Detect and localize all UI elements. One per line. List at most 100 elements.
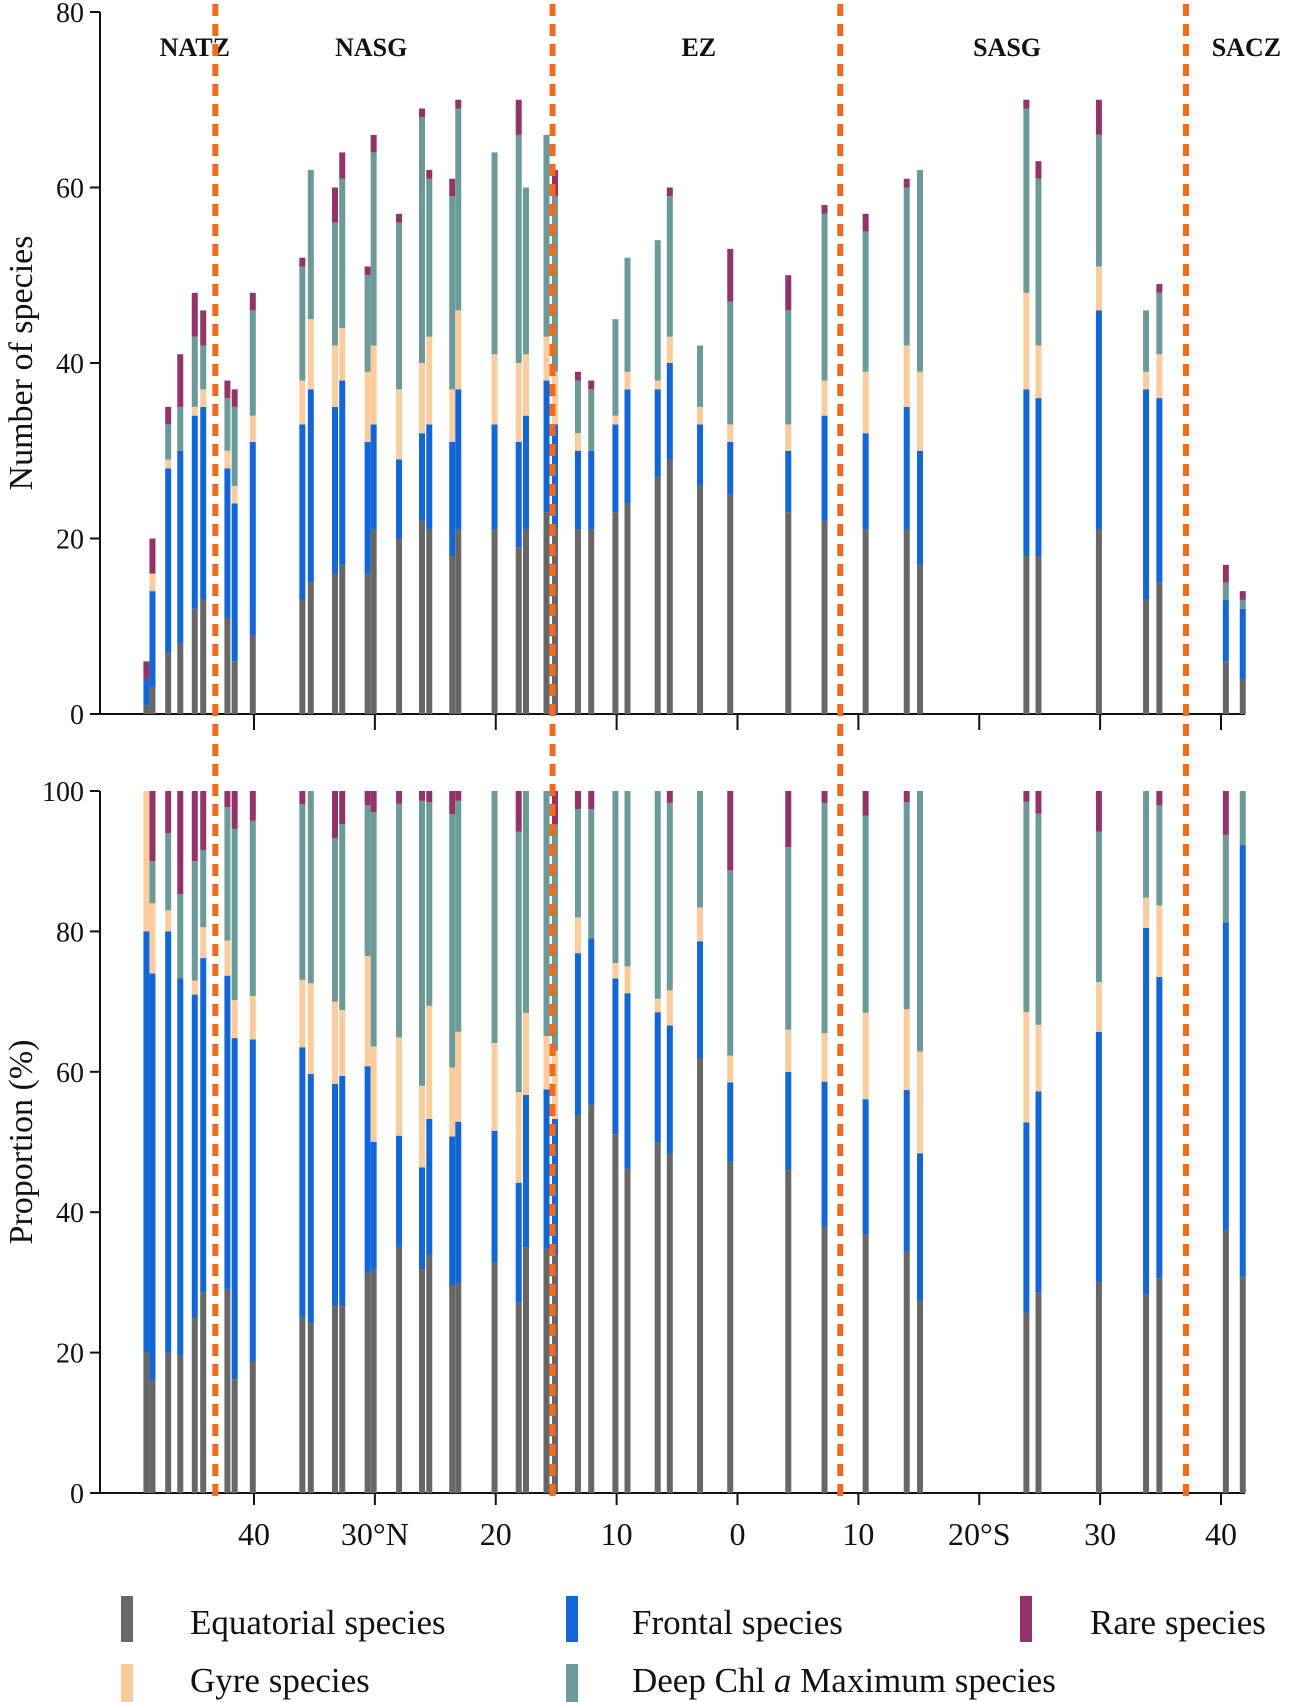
bottom-y-axis-label: Proportion (%) [3, 1040, 40, 1245]
top-bar-gyre [165, 459, 172, 469]
top-bar-rare [551, 169, 558, 197]
bottom-bar-dcm [299, 804, 306, 980]
top-bar-equatorial [200, 599, 207, 714]
top-bar-gyre [455, 310, 462, 390]
bottom-bar-frontal [697, 941, 704, 1059]
legend-label-dcm-tail: Maximum species [791, 1661, 1055, 1700]
top-bar-dcm [177, 406, 184, 451]
bottom-bar-equatorial [821, 1226, 828, 1493]
bottom-bar-frontal [1143, 927, 1150, 1295]
bottom-bar-equatorial [149, 1380, 156, 1493]
bottom-bar-rare [331, 791, 338, 839]
top-bar-equatorial [1035, 556, 1042, 714]
bottom-bar-dcm [149, 861, 156, 904]
top-bar-gyre [522, 354, 529, 416]
bottom-bar-gyre [143, 791, 150, 932]
top-bar-equatorial [224, 617, 231, 714]
top-bar-gyre [1095, 266, 1102, 311]
bottom-bar-dcm [903, 802, 910, 1010]
top-bar-equatorial [191, 608, 198, 714]
top-bar-gyre [200, 389, 207, 407]
top-bar-equatorial [491, 529, 498, 714]
top-bar-gyre [1156, 354, 1163, 399]
bottom-bar-frontal [224, 975, 231, 1290]
top-bar-dcm [419, 117, 426, 363]
top-bar-dcm [666, 196, 673, 337]
bottom-bar-rare [515, 791, 522, 832]
bottom-bar-dcm [200, 849, 207, 928]
top-bar-dcm [522, 187, 529, 355]
top-bar-equatorial [339, 564, 346, 714]
top-bar-rare [574, 371, 581, 381]
bottom-bar-gyre [364, 955, 371, 1067]
legend-label-dcm: Deep Chl a Maximum species [632, 1661, 1056, 1700]
top-bar-equatorial [785, 512, 792, 714]
bottom-bar-frontal [903, 1090, 910, 1252]
bottom-bar-dcm [785, 847, 792, 1030]
bottom-bar-equatorial [1023, 1312, 1030, 1493]
bottom-bar-equatorial [1239, 1276, 1246, 1493]
legend-label-frontal: Frontal species [632, 1603, 843, 1642]
top-bar-gyre [1035, 345, 1042, 399]
bottom-bar-dcm [624, 791, 631, 967]
top-bar-equatorial [396, 538, 403, 714]
bottom-bar-equatorial [455, 1282, 462, 1493]
bottom-bar-frontal [491, 1130, 498, 1263]
bottom-bar-rare [419, 791, 426, 801]
top-bar-rare [449, 178, 456, 197]
top-bar-frontal [1095, 310, 1102, 530]
top-bar-rare [727, 248, 734, 302]
top-bar-gyre [396, 389, 403, 460]
bottom-bar-equatorial [331, 1305, 338, 1493]
top-bar-frontal [165, 468, 172, 653]
top-bar-equatorial [249, 635, 256, 714]
top-bar-rare [339, 152, 346, 179]
top-bar-frontal [785, 450, 792, 513]
top-bar-frontal [224, 468, 231, 618]
bottom-bar-frontal [396, 1135, 403, 1247]
zone-label-sasg: SASG [973, 33, 1041, 62]
top-bar-dcm [299, 266, 306, 381]
bottom-bar-equatorial [299, 1317, 306, 1493]
bottom-bar-gyre [449, 1067, 456, 1137]
top-bar-equatorial [574, 529, 581, 714]
top-bar-frontal [491, 424, 498, 530]
top-bar-rare [364, 266, 371, 276]
bottom-bar-rare [200, 791, 207, 850]
bottom-bar-equatorial [1035, 1292, 1042, 1493]
top-bar-frontal [455, 389, 462, 530]
top-bar-frontal [903, 406, 910, 530]
legend-swatch-dcm [566, 1664, 578, 1702]
bottom-bar-frontal [200, 958, 207, 1293]
top-bar-equatorial [419, 520, 426, 714]
top-bar-gyre [574, 433, 581, 451]
top-bar-frontal [522, 415, 529, 530]
top-bar-frontal [654, 389, 661, 478]
bottom-bar-rare [727, 791, 734, 871]
top-bar-gyre [727, 424, 734, 442]
top-bar-frontal [231, 503, 238, 662]
bottom-bar-dcm [543, 791, 550, 1036]
top-bar-equatorial [1222, 661, 1229, 714]
top-bar-equatorial [364, 573, 371, 714]
top-bar-frontal [1156, 398, 1163, 583]
top-bar-rare [231, 389, 238, 407]
bottom-y-tick-label: 60 [56, 1058, 84, 1089]
top-bar-rare [224, 380, 231, 399]
bottom-bar-frontal [426, 1118, 433, 1256]
top-bar-frontal [249, 441, 256, 636]
bottom-bar-rare [449, 791, 456, 815]
top-bar-dcm [917, 169, 924, 372]
top-bar-gyre [339, 327, 346, 381]
top-bar-dcm [491, 152, 498, 355]
bottom-bar-dcm [1143, 791, 1150, 898]
top-bar-frontal [200, 406, 207, 600]
top-bar-equatorial [455, 529, 462, 714]
bottom-bar-equatorial [666, 1153, 673, 1493]
x-tick-label: 0 [730, 1516, 746, 1552]
bottom-y-tick-label: 100 [42, 777, 84, 808]
top-bar-rare [419, 108, 426, 118]
top-bar-gyre [307, 319, 314, 390]
top-bar-frontal [588, 450, 595, 530]
top-bar-dcm [785, 310, 792, 425]
